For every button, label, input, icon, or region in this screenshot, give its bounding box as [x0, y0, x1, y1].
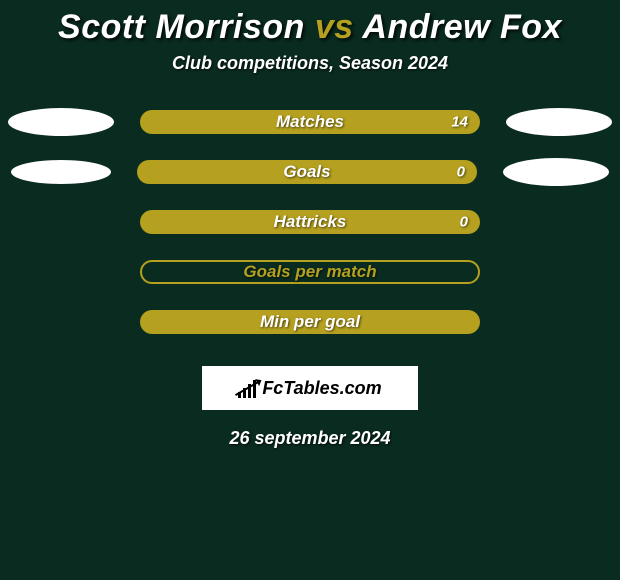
stat-label: Matches	[276, 112, 344, 132]
oval-spacer	[506, 208, 612, 236]
vs-separator: vs	[315, 8, 354, 46]
stat-label: Min per goal	[260, 312, 360, 332]
stat-value: 0	[460, 214, 468, 231]
stat-row-gpm: Goals per match	[0, 258, 620, 286]
logo-box: FcTables.com	[202, 366, 418, 410]
stat-row-mpg: Min per goal	[0, 308, 620, 336]
player1-name: Scott Morrison	[58, 8, 305, 46]
oval-spacer	[8, 308, 114, 336]
stat-label: Goals per match	[243, 262, 376, 282]
logo-content: FcTables.com	[238, 378, 381, 399]
stat-bar-mpg: Min per goal	[140, 310, 480, 334]
player2-oval	[506, 108, 612, 136]
stat-label: Hattricks	[274, 212, 347, 232]
player2-name: Andrew Fox	[362, 8, 562, 46]
date-text: 26 september 2024	[229, 428, 390, 449]
stat-bar-goals: Goals 0	[137, 160, 477, 184]
comparison-infographic: Scott Morrison vs Andrew Fox Club compet…	[0, 0, 620, 449]
stat-bar-matches: Matches 14	[140, 110, 480, 134]
stat-label: Goals	[283, 162, 330, 182]
player2-oval	[503, 158, 609, 186]
stat-bar-gpm: Goals per match	[140, 260, 480, 284]
stat-value: 14	[451, 114, 468, 131]
page-title: Scott Morrison vs Andrew Fox	[58, 8, 562, 47]
oval-spacer	[506, 308, 612, 336]
player1-oval	[11, 160, 111, 184]
oval-spacer	[8, 208, 114, 236]
stat-row-goals: Goals 0	[0, 158, 620, 186]
subtitle: Club competitions, Season 2024	[172, 53, 448, 74]
oval-spacer	[8, 258, 114, 286]
stat-row-matches: Matches 14	[0, 108, 620, 136]
chart-icon	[238, 378, 256, 398]
stat-value: 0	[457, 164, 465, 181]
oval-spacer	[506, 258, 612, 286]
stat-bar-hattricks: Hattricks 0	[140, 210, 480, 234]
player1-oval	[8, 108, 114, 136]
logo-text: FcTables.com	[262, 378, 381, 399]
stat-row-hattricks: Hattricks 0	[0, 208, 620, 236]
